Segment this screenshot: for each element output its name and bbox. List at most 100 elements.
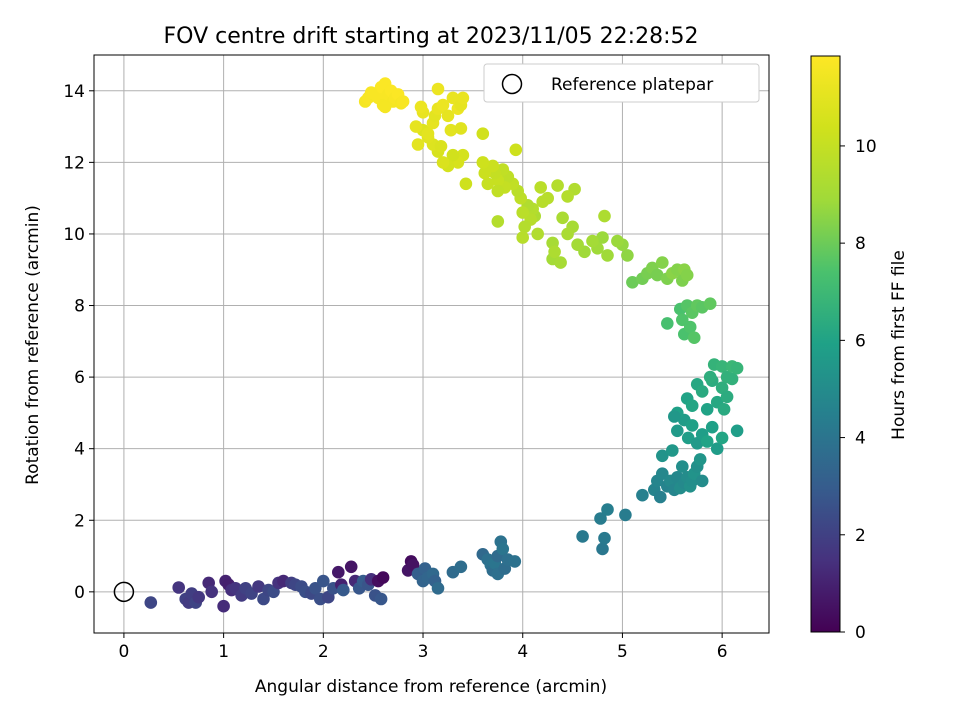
x-tick-label: 4 — [517, 642, 528, 662]
scatter-point — [496, 542, 510, 556]
scatter-point — [661, 317, 674, 330]
scatter-point — [551, 179, 564, 192]
scatter-point — [654, 490, 667, 504]
scatter-point — [454, 122, 468, 135]
scatter-point — [700, 403, 714, 416]
chart-title: FOV centre drift starting at 2023/11/05 … — [164, 24, 699, 49]
scatter-point — [700, 435, 714, 448]
scatter-point — [172, 581, 185, 594]
scatter-point — [491, 215, 505, 228]
scatter-point — [205, 585, 218, 599]
scatter-point — [309, 582, 322, 595]
scatter-point — [491, 184, 505, 198]
y-axis-ticks: 0 2 4 6 8 10 12 14 — [63, 82, 94, 603]
scatter-point — [720, 370, 734, 384]
scatter-point — [693, 453, 707, 466]
scatter-point — [715, 360, 729, 373]
scatter-point — [651, 268, 664, 282]
colorbar: 0 2 4 6 8 10 Hours from first FF file — [810, 55, 909, 643]
y-tick-label: 6 — [74, 368, 85, 388]
scatter-point — [656, 256, 669, 269]
legend-entry-reference-platepar: Reference platepar — [551, 75, 713, 95]
scatter-point — [668, 410, 681, 423]
grid-lines — [94, 55, 769, 633]
scatter-point — [730, 424, 744, 438]
scatter-point — [444, 123, 458, 137]
scatter-point — [446, 91, 460, 105]
scatter-point — [548, 245, 561, 259]
scatter-point — [676, 460, 689, 473]
scatter-point — [685, 419, 699, 432]
scatter-point — [337, 583, 350, 597]
reference-marker — [113, 581, 135, 603]
scatter-point — [436, 98, 450, 112]
legend-reference-marker — [501, 73, 523, 95]
scatter-point — [705, 420, 719, 434]
scatter-point — [441, 109, 455, 123]
scatter-point — [680, 268, 694, 282]
scatter-point — [456, 91, 470, 105]
scatter-point — [685, 399, 699, 413]
colorbar-tick-label: 8 — [855, 234, 866, 254]
colorbar-gradient — [810, 55, 841, 633]
scatter-point — [317, 574, 330, 588]
scatter-point — [431, 82, 445, 96]
scatter-point — [636, 488, 649, 502]
scatter-point — [598, 531, 611, 545]
colorbar-label: Hours from first FF file — [889, 250, 909, 440]
scatter-point — [561, 190, 574, 203]
scatter-point — [378, 100, 392, 114]
scatter-point — [516, 206, 529, 219]
y-tick-label: 4 — [74, 440, 85, 460]
scatter-point — [556, 211, 569, 225]
scatter-point — [554, 256, 567, 269]
scatter-points — [144, 77, 744, 613]
scatter-point — [192, 590, 205, 604]
scatter-point — [376, 571, 390, 584]
scatter-point — [252, 580, 265, 593]
scatter-point — [518, 220, 531, 234]
scatter-point — [409, 120, 423, 133]
y-tick-label: 8 — [74, 297, 85, 317]
legend-box — [483, 63, 760, 103]
scatter-point — [571, 238, 584, 251]
legend: Reference platepar — [483, 63, 760, 103]
scatter-point — [715, 431, 729, 445]
scatter-point — [434, 140, 448, 153]
y-tick-label: 2 — [74, 511, 85, 531]
scatter-point — [601, 503, 614, 516]
x-tick-label: 5 — [617, 642, 628, 662]
scatter-point — [703, 370, 717, 384]
scatter-point — [516, 231, 529, 244]
scatter-point — [717, 403, 731, 416]
reference-point-marker — [113, 581, 135, 603]
scatter-point — [431, 582, 445, 595]
x-tick-label: 6 — [717, 642, 728, 662]
x-tick-label: 0 — [118, 642, 129, 662]
scatter-point — [454, 560, 468, 574]
x-tick-label: 3 — [418, 642, 429, 662]
scatter-point — [332, 565, 345, 579]
colorbar-tick-label: 10 — [855, 137, 877, 157]
x-tick-label: 1 — [218, 642, 229, 662]
plot-frame — [93, 54, 770, 634]
y-tick-label: 12 — [63, 153, 85, 173]
scatter-point — [534, 181, 547, 194]
scatter-point — [364, 86, 378, 99]
scatter-point — [621, 249, 634, 262]
scatter-point — [414, 100, 428, 114]
colorbar-tick-label: 2 — [855, 526, 866, 546]
scatter-point — [576, 530, 589, 543]
scatter-point — [656, 467, 669, 481]
scatter-point — [446, 148, 460, 162]
scatter-point — [687, 331, 701, 345]
scatter-point — [144, 596, 158, 609]
scatter-point — [596, 542, 609, 556]
scatter-point — [586, 234, 599, 248]
colorbar-tick-label: 6 — [855, 331, 866, 351]
colorbar-tick-label: 0 — [855, 623, 866, 643]
scatter-point — [508, 555, 522, 568]
x-axis-ticks: 0 1 2 3 4 5 6 — [118, 633, 728, 662]
scatter-point — [481, 177, 495, 191]
scatter-point — [601, 249, 614, 262]
